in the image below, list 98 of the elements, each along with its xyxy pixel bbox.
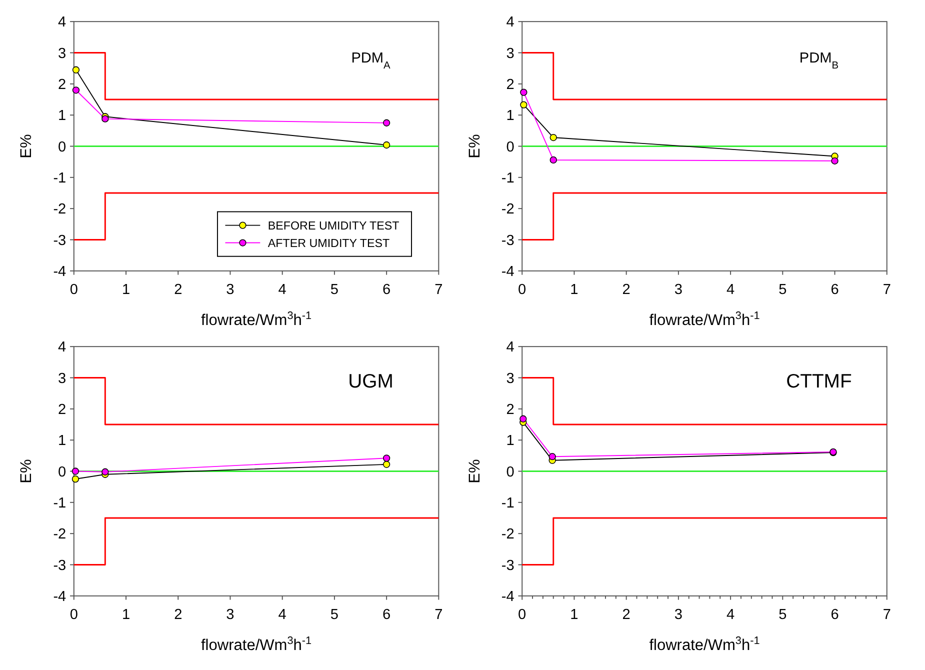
text: PDM$_{A}$ xyxy=(351,50,391,71)
y-tick-label: -4 xyxy=(53,589,66,606)
x-tick-label: 4 xyxy=(726,607,735,624)
x-tick-label: 0 xyxy=(518,607,526,624)
x-tick-label: 3 xyxy=(674,282,682,298)
y-tick-label: 0 xyxy=(506,139,514,156)
x-tick-label: 7 xyxy=(882,282,891,298)
x-axis-title: flowrate/Wm$^{3}$h$^{-1}$ xyxy=(201,310,312,330)
point xyxy=(831,157,838,164)
y-tick-label: 3 xyxy=(58,46,66,62)
y-tick-label: 0 xyxy=(506,464,514,480)
x-tick-label: 5 xyxy=(330,282,338,298)
y-tick-label: -1 xyxy=(53,170,66,187)
x-tick-label: 1 xyxy=(570,607,578,624)
x-tick-label: 6 xyxy=(382,607,391,624)
point xyxy=(520,101,528,108)
y-tick-label: 3 xyxy=(506,370,514,387)
text: UGM xyxy=(348,370,394,392)
x-tick-label: 6 xyxy=(830,607,839,624)
y-axis-title: E% xyxy=(466,134,484,158)
x-tick-label: 5 xyxy=(330,607,338,624)
x-tick-label: 6 xyxy=(830,282,839,298)
x-tick-label: 4 xyxy=(278,607,286,624)
text: PDM$_{B}$ xyxy=(799,50,839,71)
y-tick-label: -3 xyxy=(53,558,66,574)
y-tick-label: -4 xyxy=(501,264,514,280)
point xyxy=(382,454,390,462)
y-axis-title: E% xyxy=(18,134,36,158)
y-tick-label: 2 xyxy=(506,402,514,418)
y-axis-title: E% xyxy=(466,458,484,484)
y-tick-label: -2 xyxy=(53,526,66,543)
point xyxy=(520,415,527,422)
y-tick-label: -1 xyxy=(501,170,514,187)
y-tick-label: 2 xyxy=(58,402,66,418)
x-tick-label: 7 xyxy=(434,607,443,624)
point xyxy=(550,134,557,142)
point xyxy=(72,66,80,74)
y-tick-label: -2 xyxy=(501,202,514,218)
y-tick-label: 1 xyxy=(58,433,66,450)
x-tick-label: 6 xyxy=(382,282,391,298)
y-tick-label: 3 xyxy=(506,46,514,62)
x-tick-label: 4 xyxy=(278,282,286,298)
x-tick-label: 2 xyxy=(622,282,630,298)
legend-label: AFTER UMIDITY TEST xyxy=(268,236,390,250)
point xyxy=(72,86,80,94)
point xyxy=(72,475,80,483)
x-tick-label: 2 xyxy=(174,607,182,624)
y-tick-label: -1 xyxy=(53,496,66,512)
y-tick-label: 3 xyxy=(58,370,66,387)
x-tick-label: 4 xyxy=(726,282,735,298)
y-tick-label: -2 xyxy=(53,202,66,218)
x-tick-label: 5 xyxy=(778,282,787,298)
y-tick-label: 0 xyxy=(58,464,66,480)
point xyxy=(382,460,390,468)
point xyxy=(520,88,528,96)
y-tick-label: -3 xyxy=(501,232,514,249)
y-tick-label: 4 xyxy=(58,14,66,31)
y-tick-label: -3 xyxy=(501,558,514,574)
y-tick-label: 2 xyxy=(506,77,514,94)
y-tick-label: 2 xyxy=(58,77,66,94)
y-tick-label: -2 xyxy=(501,526,514,543)
x-tick-label: 5 xyxy=(778,607,787,624)
y-tick-label: -4 xyxy=(53,264,66,280)
y-tick-label: 1 xyxy=(58,108,66,124)
y-tick-label: -3 xyxy=(53,232,66,249)
y-tick-label: 1 xyxy=(506,433,514,450)
x-tick-label: 0 xyxy=(518,282,526,298)
x-tick-label: 7 xyxy=(882,607,891,624)
point xyxy=(550,156,557,164)
x-tick-label: 1 xyxy=(122,282,130,298)
x-tick-label: 0 xyxy=(70,607,78,624)
x-tick-label: 1 xyxy=(122,607,130,624)
x-tick-label: 3 xyxy=(226,607,234,624)
point xyxy=(72,468,80,475)
y-tick-label: 1 xyxy=(506,108,514,124)
x-tick-label: 7 xyxy=(434,282,443,298)
x-tick-label: 2 xyxy=(174,282,182,298)
y-tick-label: 4 xyxy=(506,14,514,31)
y-tick-label: 4 xyxy=(506,340,514,356)
y-axis-title: E% xyxy=(18,458,36,484)
x-axis-title: flowrate/Wm$^{3}$h$^{-1}$ xyxy=(649,310,760,330)
text: CTTMF xyxy=(786,370,852,392)
y-tick-label: 4 xyxy=(58,340,66,356)
x-tick-label: 3 xyxy=(226,282,234,298)
x-tick-label: 1 xyxy=(570,282,578,298)
point xyxy=(382,119,390,126)
x-tick-label: 2 xyxy=(622,607,630,624)
x-tick-label: 3 xyxy=(674,607,682,624)
y-tick-label: -1 xyxy=(501,496,514,512)
point xyxy=(102,468,109,476)
point xyxy=(382,141,390,149)
point xyxy=(548,453,556,460)
x-axis-title: flowrate/Wm$^{3}$h$^{-1}$ xyxy=(649,635,760,654)
y-tick-label: 0 xyxy=(58,139,66,156)
legend-label: BEFORE UMIDITY TEST xyxy=(268,219,400,232)
x-axis-title: flowrate/Wm$^{3}$h$^{-1}$ xyxy=(201,635,312,654)
y-tick-label: -4 xyxy=(501,589,514,606)
x-tick-label: 0 xyxy=(70,282,78,298)
